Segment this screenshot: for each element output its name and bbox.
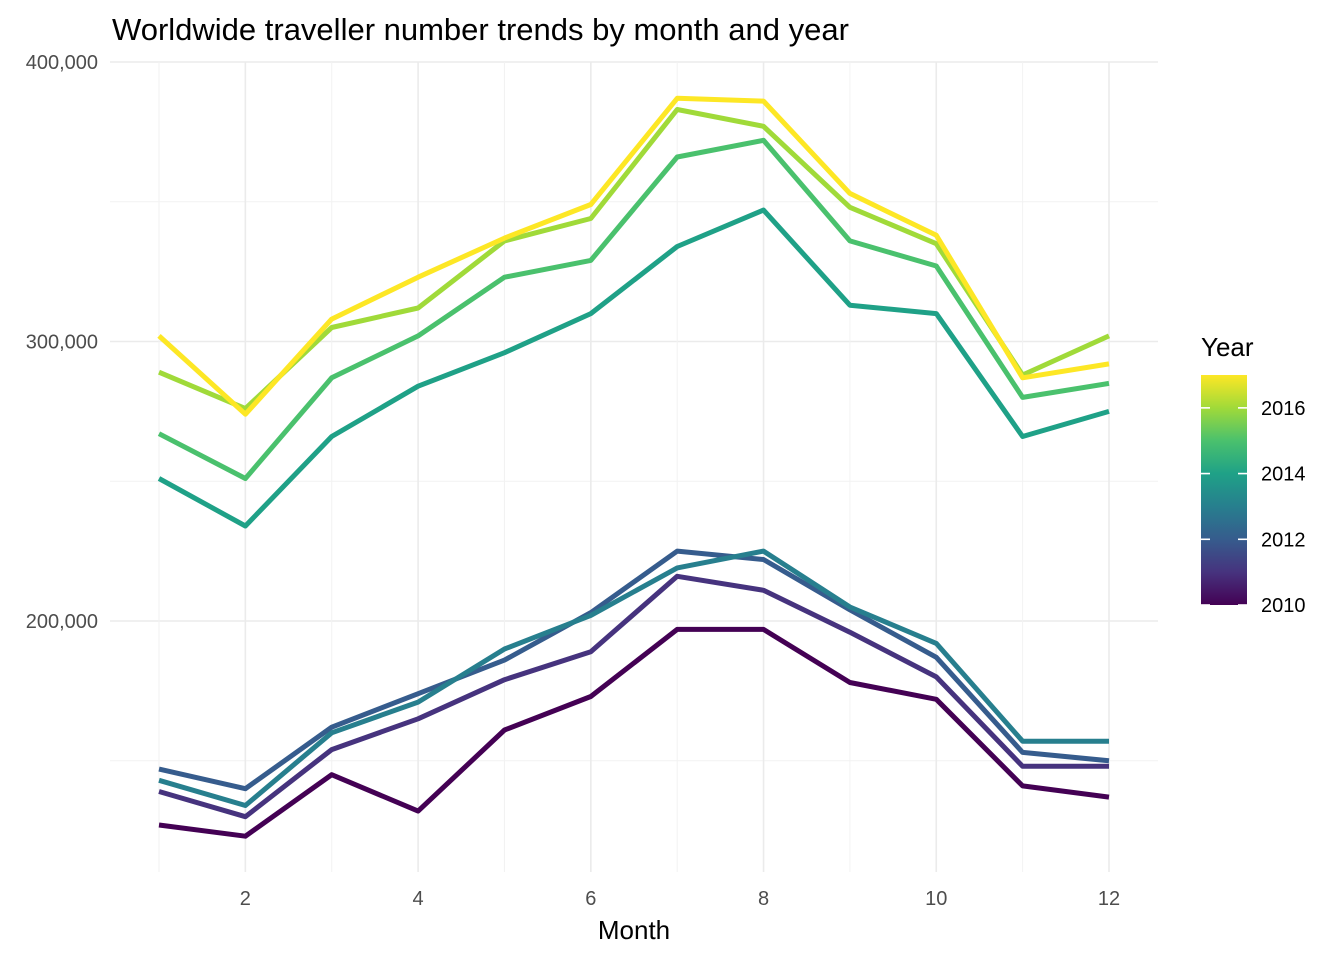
x-axis-label: Month	[598, 915, 670, 945]
series-line-2014	[157, 207, 1110, 529]
legend-tick-label: 2010	[1261, 595, 1306, 617]
x-axis-ticks: 2 4 6 8 10 12	[240, 888, 1120, 910]
legend-tick-label: 2016	[1261, 398, 1306, 420]
legend-tick-label: 2014	[1261, 464, 1306, 486]
legend: Year 2010 2012 2014 2016	[1201, 332, 1306, 617]
series-line-2011	[158, 573, 1109, 820]
series-line-2015	[157, 137, 1110, 481]
grid-lines	[110, 61, 1158, 872]
legend-title: Year	[1201, 332, 1254, 362]
series-line-2013	[158, 548, 1109, 808]
series-line-2016	[158, 107, 1111, 412]
x-tick-label: 10	[925, 888, 947, 910]
legend-colorbar	[1201, 375, 1247, 605]
y-tick-label: 300,000	[26, 332, 98, 354]
x-tick-label: 12	[1098, 888, 1120, 910]
series-line-2017	[157, 95, 1110, 417]
y-axis-ticks: 200,000 300,000 400,000	[26, 52, 98, 633]
series-line-2010	[158, 626, 1110, 839]
y-tick-label: 200,000	[26, 611, 98, 633]
series-line-2012	[158, 548, 1110, 792]
x-tick-label: 4	[413, 888, 424, 910]
x-tick-label: 8	[758, 888, 769, 910]
legend-tick-label: 2012	[1261, 529, 1306, 551]
series-lines	[157, 95, 1111, 839]
legend-ticks: 2010 2012 2014 2016	[1201, 398, 1306, 617]
x-tick-label: 6	[585, 888, 596, 910]
chart-title: Worldwide traveller number trends by mon…	[112, 12, 849, 47]
x-tick-label: 2	[240, 888, 251, 910]
y-tick-label: 400,000	[26, 52, 98, 74]
